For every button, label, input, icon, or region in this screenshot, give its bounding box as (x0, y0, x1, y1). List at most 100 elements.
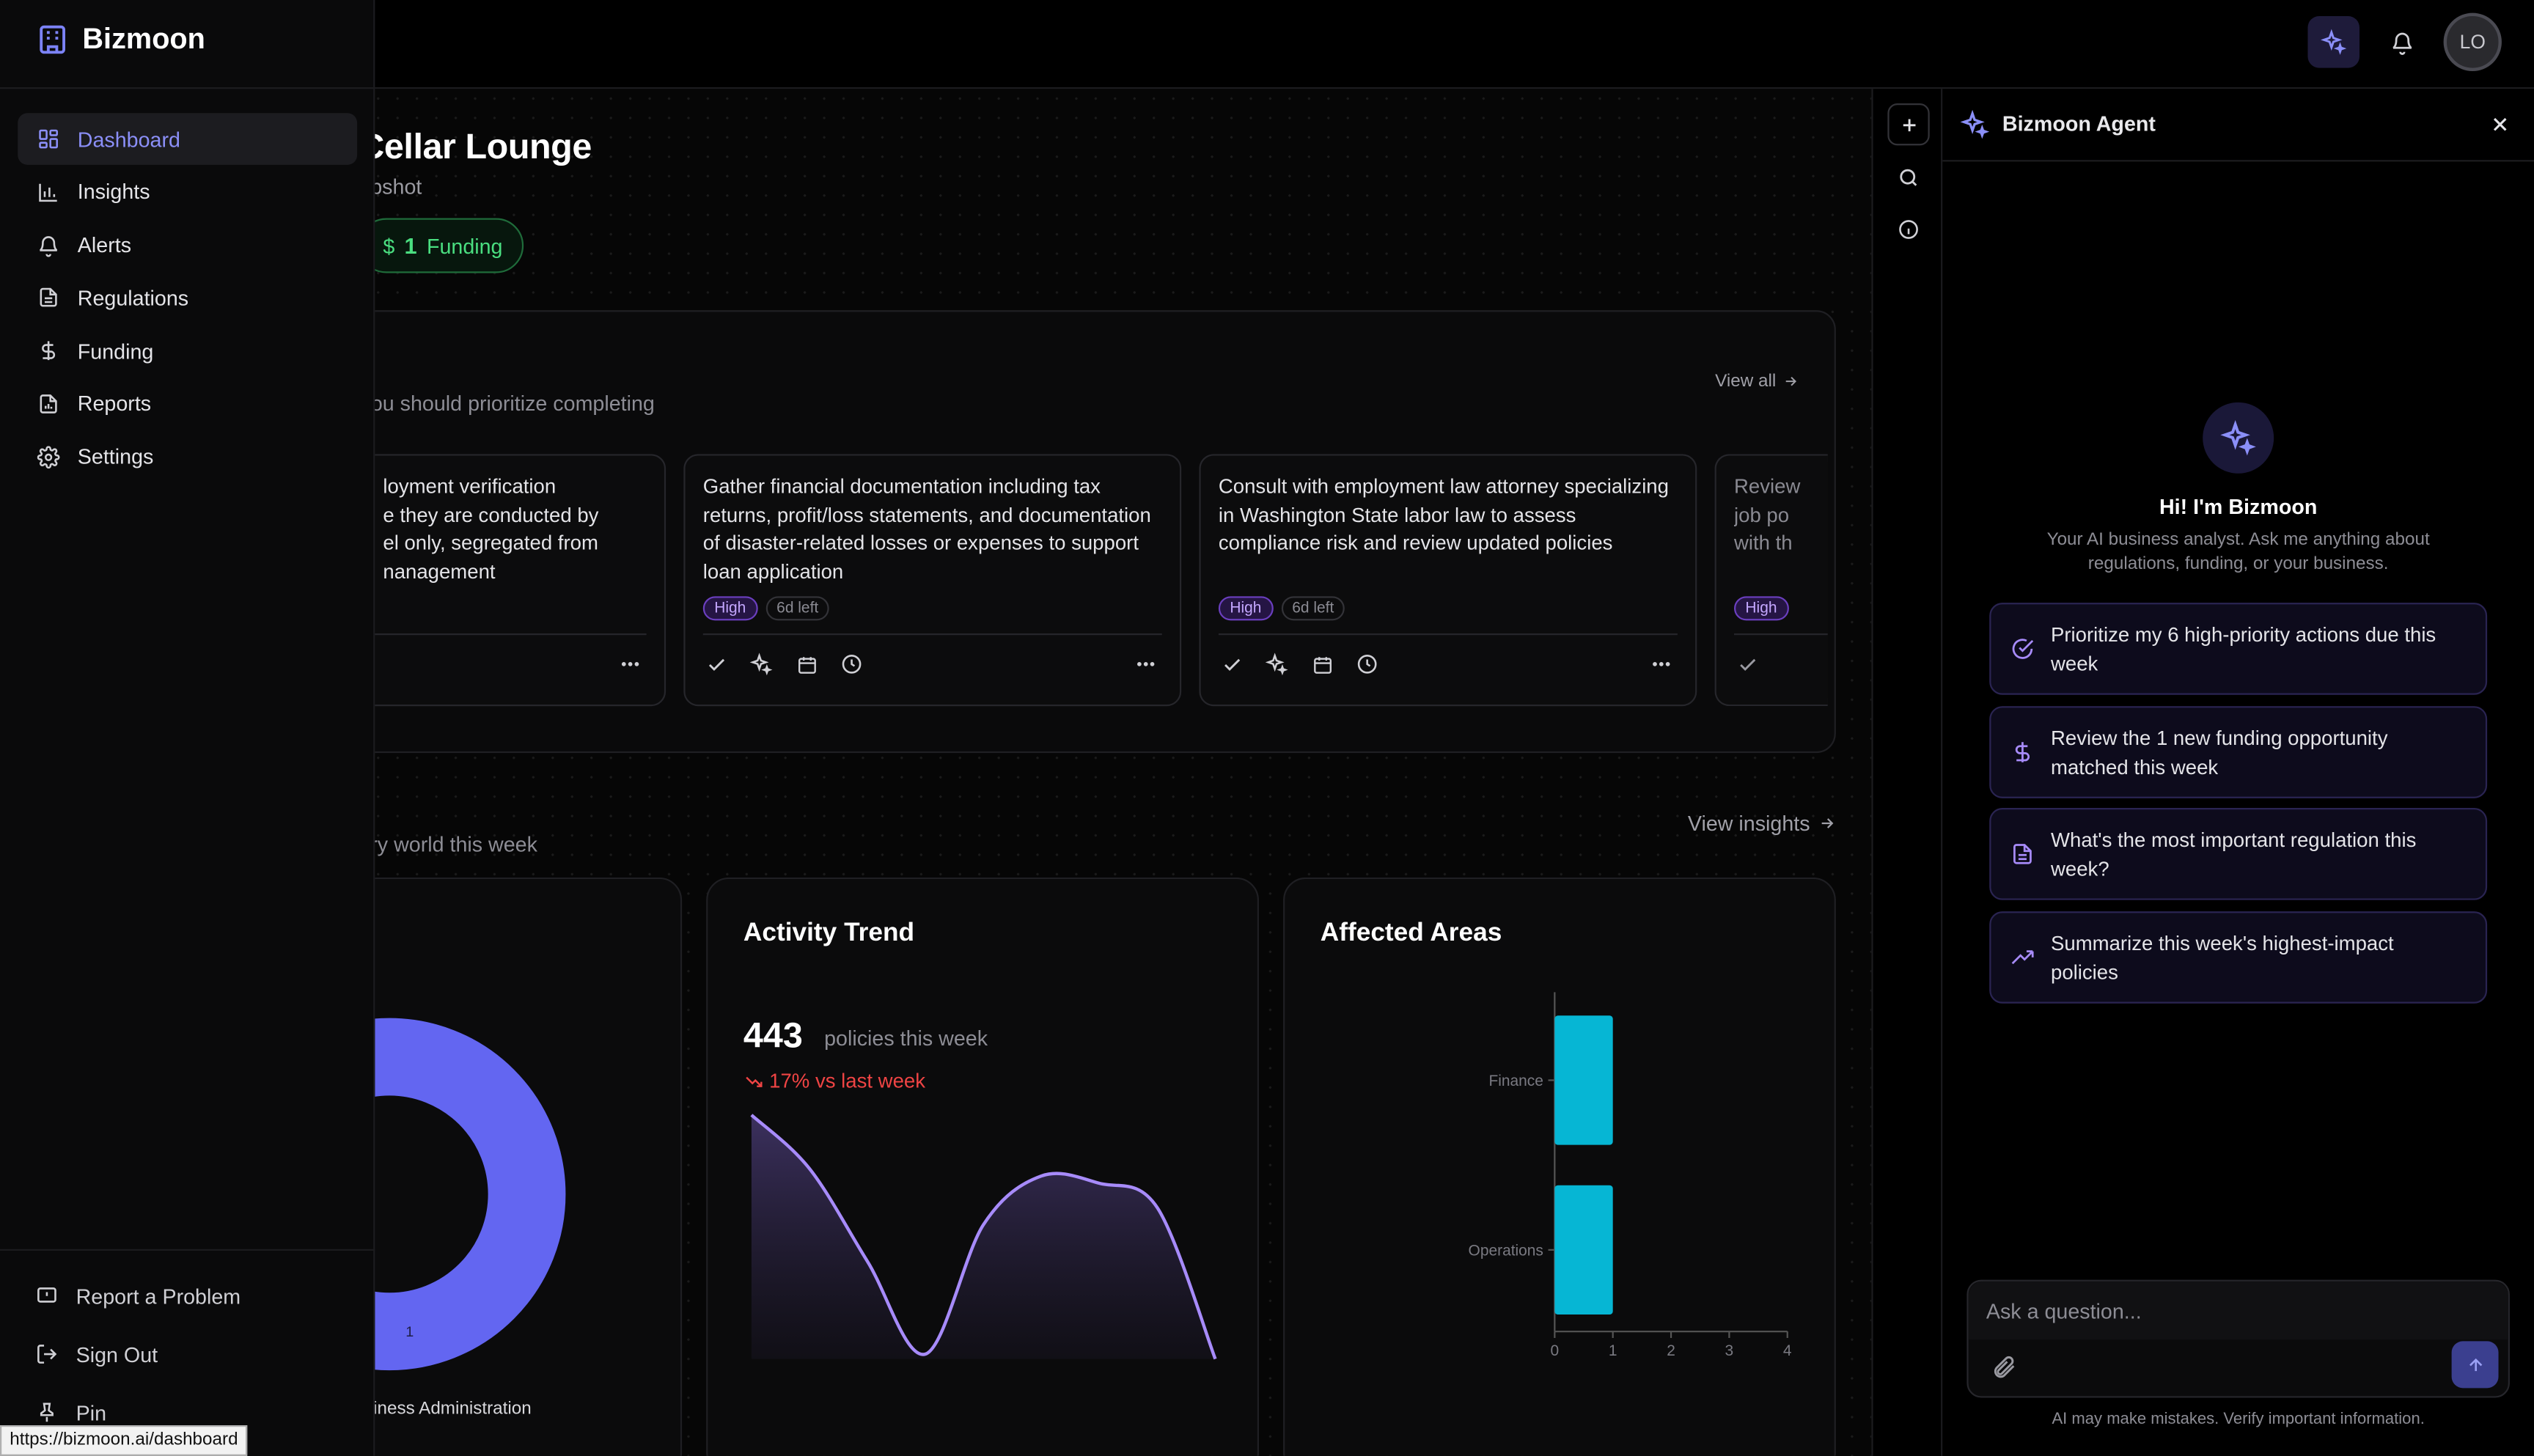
suggestion-regulation[interactable]: What's the most important regulation thi… (1989, 808, 2488, 900)
sidebar-item-dashboard[interactable]: Dashboard (18, 113, 358, 165)
ellipsis-icon (621, 662, 639, 666)
pin-icon (40, 1402, 54, 1422)
send-button[interactable] (2451, 1341, 2499, 1389)
snooze-button[interactable] (839, 651, 864, 677)
chat-composer (1966, 1279, 2510, 1398)
ask-ai-button[interactable] (1264, 651, 1290, 677)
plus-icon (1902, 118, 1915, 131)
donut-slice[interactable] (276, 1018, 566, 1371)
schedule-button[interactable] (793, 651, 819, 677)
view-insights-link[interactable]: View insights (1687, 811, 1836, 836)
sidebar-item-label: Reports (77, 391, 152, 416)
sign-out-icon (37, 1345, 57, 1364)
arrow-right-icon (1821, 818, 1834, 828)
sidebar-item-reports[interactable]: Reports (18, 378, 357, 430)
report-problem-button[interactable]: Report a Problem (18, 1267, 357, 1325)
more-options-button[interactable] (617, 655, 643, 674)
building-logo-icon (40, 25, 65, 54)
snooze-button[interactable] (1354, 651, 1380, 677)
info-icon (1899, 220, 1918, 239)
status-url: https://bizmoon.ai/dashboard (0, 1425, 248, 1456)
sidebar-item-label: Regulations (77, 285, 189, 310)
close-icon[interactable] (2489, 113, 2511, 136)
top-bar: LO (0, 0, 2534, 89)
brand-name: Bizmoon (82, 22, 205, 55)
y-tick-label: Finance (1488, 1073, 1543, 1089)
sidebar-item-settings[interactable]: Settings (18, 430, 357, 482)
action-card[interactable]: Gather financial documentation including… (683, 454, 1182, 707)
clock-icon (842, 655, 862, 674)
pin-sidebar-button[interactable]: Pin (18, 1383, 357, 1441)
priority-badge: High (1733, 596, 1788, 621)
insights-subtitle: ory world this week (359, 832, 537, 857)
arrow-up-icon (2468, 1357, 2482, 1371)
suggestion-text: Prioritize my 6 high-priority actions du… (2051, 622, 2436, 675)
funding-count: 1 (404, 232, 417, 259)
suggestion-summarize[interactable]: Summarize this week's highest-impact pol… (1989, 911, 2488, 1004)
trending-up-icon (2010, 950, 2033, 965)
bar-finance[interactable] (1554, 1015, 1613, 1145)
paperclip-icon[interactable] (1991, 1354, 2016, 1380)
ellipsis-icon (1137, 662, 1155, 666)
donut-legend-label: iness Administration (373, 1399, 532, 1419)
schedule-button[interactable] (1309, 651, 1334, 677)
dollar-icon (2014, 742, 2029, 762)
suggestion-text: What's the most important regulation thi… (2051, 828, 2417, 880)
activity-trend-title: Activity Trend (743, 919, 915, 947)
sidebar-item-label: Dashboard (77, 127, 180, 152)
agent-panel: Bizmoon Agent Hi! I'm Bizmoon Your AI bu… (1942, 89, 2534, 1456)
action-text: Gather financial documentation including… (702, 475, 1151, 583)
funding-pill[interactable]: $ 1 Funding (359, 218, 524, 273)
more-options-button[interactable] (1133, 655, 1158, 674)
action-card[interactable]: Review job po with th High (1714, 454, 1828, 707)
x-tick-label: 2 (1667, 1342, 1675, 1359)
search-button[interactable] (1887, 157, 1929, 199)
bell-icon (2392, 32, 2412, 54)
info-button[interactable] (1887, 208, 1929, 250)
notifications-button[interactable] (2382, 23, 2421, 62)
sidebar-item-label: Settings (77, 444, 154, 469)
complete-button[interactable] (703, 651, 729, 677)
complete-button[interactable] (1219, 651, 1244, 677)
area-fill (751, 1114, 1216, 1359)
check-circle-icon (2011, 639, 2033, 659)
sidebar-item-insights[interactable]: Insights (18, 166, 357, 218)
sign-out-label: Sign Out (76, 1342, 158, 1367)
user-avatar[interactable]: LO (2443, 12, 2502, 71)
sparkle-icon (1960, 109, 1990, 139)
sidebar-item-alerts[interactable]: Alerts (18, 219, 357, 271)
trend-change: 17% vs last week (743, 1070, 925, 1092)
sidebar-item-label: Insights (77, 180, 150, 205)
flag-icon (37, 1287, 56, 1303)
agent-hero-icon (2203, 402, 2274, 474)
sidebar-item-funding[interactable]: Funding (18, 325, 357, 377)
action-card[interactable]: Consult with employment law attorney spe… (1199, 454, 1697, 707)
affected-areas-bar-chart: Finance Operations 0 1 2 3 4 (1469, 992, 1792, 1359)
view-insights-label: View insights (1687, 811, 1810, 836)
complete-button[interactable] (1734, 651, 1760, 677)
document-icon (39, 288, 56, 307)
donut-chart: 1 (276, 1018, 566, 1371)
chat-input[interactable] (1968, 1281, 2508, 1340)
view-all-link[interactable]: View all (1715, 372, 1799, 391)
activity-area-chart (750, 1114, 1217, 1360)
bar-operations[interactable] (1554, 1185, 1613, 1315)
area-line (750, 1114, 1217, 1360)
brand[interactable]: Bizmoon (35, 23, 205, 56)
days-left-badge: 6d left (1280, 596, 1345, 621)
priority-badge: High (702, 596, 757, 621)
more-options-button[interactable] (1648, 655, 1674, 674)
new-chat-button[interactable] (1887, 103, 1930, 146)
ask-ai-button[interactable] (748, 651, 774, 677)
donut-value-label: 1 (405, 1324, 414, 1340)
agent-title: Bizmoon Agent (2002, 111, 2156, 136)
check-icon (1223, 658, 1240, 670)
trending-down-icon (746, 1076, 763, 1087)
agent-toggle-button[interactable] (2307, 16, 2359, 68)
suggestion-funding[interactable]: Review the 1 new funding opportunity mat… (1989, 706, 2488, 798)
sidebar-item-label: Alerts (77, 232, 132, 257)
sign-out-button[interactable]: Sign Out (18, 1325, 357, 1383)
x-tick-label: 0 (1551, 1342, 1560, 1359)
sidebar-item-regulations[interactable]: Regulations (18, 272, 357, 324)
suggestion-prioritize[interactable]: Prioritize my 6 high-priority actions du… (1989, 603, 2488, 695)
